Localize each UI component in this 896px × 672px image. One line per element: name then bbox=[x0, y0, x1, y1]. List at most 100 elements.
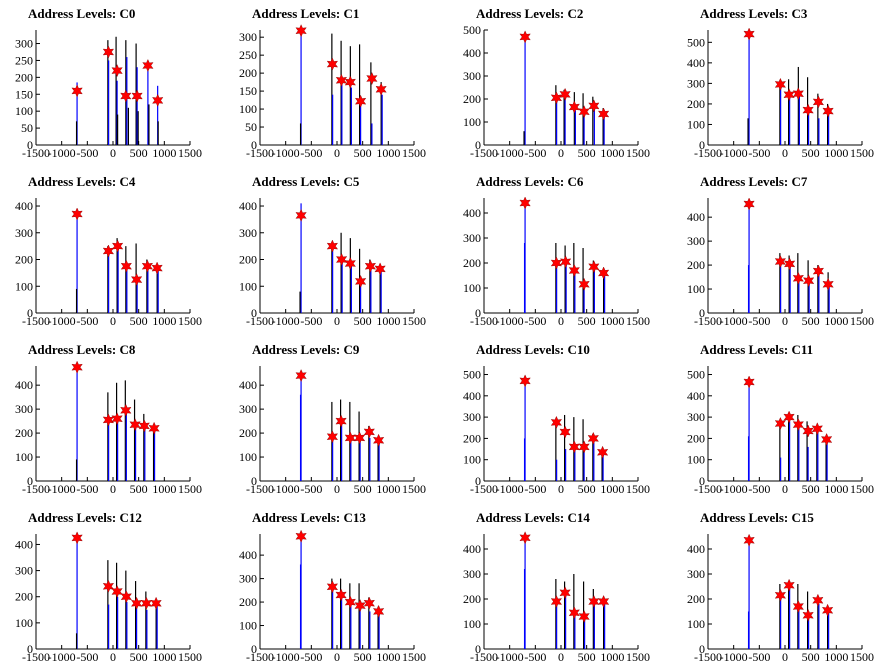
y-tick-label: 150 bbox=[239, 84, 257, 98]
x-tick-label: 1000 bbox=[152, 482, 176, 496]
peak-marker bbox=[131, 89, 143, 103]
peak-marker bbox=[120, 89, 132, 103]
x-tick-label: 0 bbox=[558, 482, 564, 496]
peak-marker bbox=[812, 264, 825, 278]
chart-title: Address Levels: C9 bbox=[252, 342, 360, 357]
y-tick-label: 250 bbox=[15, 53, 33, 67]
peak-marker bbox=[326, 430, 339, 444]
peak-marker bbox=[774, 417, 787, 430]
chart-title: Address Levels: C6 bbox=[476, 174, 584, 189]
y-tick-label: 300 bbox=[15, 37, 33, 51]
chart-svg-2: 0 100 200 300 400 500 -1500-1000 -500 0 500 1000 15… bbox=[463, 23, 650, 160]
peak-marker bbox=[774, 255, 787, 268]
chart-title: Address Levels: C11 bbox=[700, 342, 814, 357]
peak-marker bbox=[140, 596, 153, 610]
chart-panel-0: 0 50 100 150 200 250 300 -1500 -1000 -500 0 500 1000… bbox=[0, 0, 224, 168]
peak-marker bbox=[111, 64, 123, 78]
y-tick-label: 0 bbox=[251, 306, 257, 320]
x-tick-label: 0 bbox=[782, 482, 788, 496]
peak-marker bbox=[295, 529, 307, 543]
y-tick-label: 200 bbox=[463, 256, 481, 270]
y-tick-label: 200 bbox=[687, 97, 705, 111]
peak-marker bbox=[335, 253, 348, 266]
x-tick-label: -500 bbox=[748, 650, 770, 664]
chart-svg-10: 0 100 200 300 400 500 -1500-1000 -500 0 500 1000 15… bbox=[463, 366, 650, 496]
chart-svg-15: 0 100 200 300 400 -1500-1000 -500 0 500 1000 1500 bbox=[687, 533, 874, 664]
peak-marker bbox=[326, 57, 339, 71]
peak-marker bbox=[743, 197, 755, 211]
peak-marker bbox=[344, 75, 356, 89]
peak-marker bbox=[354, 94, 367, 108]
x-tick-label: -500 bbox=[76, 650, 98, 664]
y-tick-label: 400 bbox=[463, 206, 481, 220]
y-tick-label: 400 bbox=[463, 389, 481, 403]
peak-marker bbox=[102, 244, 115, 258]
x-tick-label: 1500 bbox=[626, 482, 650, 496]
peak-marker bbox=[568, 264, 580, 277]
peak-marker bbox=[783, 88, 795, 102]
x-tick-label: 0 bbox=[110, 314, 116, 328]
x-tick-label: -1000 bbox=[48, 482, 76, 496]
y-tick-label: 0 bbox=[699, 138, 705, 152]
y-tick-label: 300 bbox=[239, 226, 257, 240]
peak-marker bbox=[550, 595, 563, 608]
peak-marker bbox=[783, 410, 795, 424]
chart-panel-14: 0 100 200 300 400 -1500 -1000 -500 0 500 1000 1500 A… bbox=[448, 504, 672, 672]
y-tick-label: 300 bbox=[239, 572, 257, 586]
peak-marker bbox=[802, 608, 814, 622]
x-tick-label: 1000 bbox=[376, 650, 400, 664]
peak-marker bbox=[811, 422, 823, 436]
y-tick-label: 400 bbox=[239, 548, 257, 562]
peak-marker bbox=[519, 196, 531, 210]
y-tick-label: 0 bbox=[27, 474, 33, 488]
peak-marker bbox=[111, 412, 123, 426]
x-tick-label: 0 bbox=[558, 314, 564, 328]
chart-panel-11: 0 100 200 300 400 500 -1500 -1000 -500 0 500 1000 15… bbox=[672, 336, 896, 504]
peak-marker bbox=[71, 531, 83, 545]
peak-marker bbox=[326, 239, 339, 253]
x-tick-label: -1000 bbox=[48, 650, 76, 664]
peak-marker bbox=[111, 239, 124, 253]
peak-marker bbox=[550, 91, 563, 105]
peak-marker bbox=[774, 588, 787, 602]
peak-marker bbox=[802, 424, 814, 438]
x-tick-label: 500 bbox=[802, 314, 820, 328]
peak-marker bbox=[597, 266, 610, 280]
x-tick-label: -1000 bbox=[496, 146, 524, 160]
peak-marker bbox=[372, 433, 385, 447]
x-tick-label: 1500 bbox=[850, 146, 874, 160]
chart-svg-12: 0 100 200 300 400 -1500-1000 -500 0 500 1000 1500 bbox=[15, 531, 202, 664]
y-tick-label: 0 bbox=[699, 642, 705, 656]
x-tick-label: -1500 bbox=[694, 314, 722, 328]
x-tick-label: 1000 bbox=[824, 146, 848, 160]
peak-marker bbox=[578, 277, 590, 291]
x-tick-label: 1500 bbox=[626, 650, 650, 664]
x-tick-label: 500 bbox=[802, 146, 820, 160]
peak-marker bbox=[102, 45, 115, 59]
y-tick-label: 200 bbox=[15, 590, 33, 604]
y-tick-label: 500 bbox=[687, 35, 705, 49]
peak-marker bbox=[588, 595, 600, 608]
peak-marker bbox=[821, 603, 834, 617]
x-tick-label: -500 bbox=[524, 482, 546, 496]
peak-marker bbox=[550, 256, 563, 270]
x-tick-label: 1000 bbox=[600, 314, 624, 328]
peak-marker bbox=[363, 425, 375, 439]
x-tick-label: 1500 bbox=[626, 146, 650, 160]
x-tick-label: -1000 bbox=[496, 482, 524, 496]
x-tick-label: -1000 bbox=[720, 650, 748, 664]
peak-marker bbox=[743, 533, 755, 547]
y-tick-label: 400 bbox=[687, 210, 705, 224]
chart-panel-5: 0 100 200 300 400 -1500 -1000 -500 0 500 1000 1500 A… bbox=[224, 168, 448, 336]
peak-marker bbox=[743, 27, 755, 41]
y-tick-label: 400 bbox=[15, 199, 33, 213]
x-tick-label: -500 bbox=[300, 314, 322, 328]
y-tick-label: 100 bbox=[463, 453, 481, 467]
y-tick-label: 200 bbox=[239, 595, 257, 609]
x-tick-label: 0 bbox=[782, 650, 788, 664]
peak-marker bbox=[151, 261, 163, 275]
peak-marker bbox=[792, 600, 804, 613]
peak-marker bbox=[71, 207, 83, 221]
x-tick-label: -1000 bbox=[272, 650, 300, 664]
peak-marker bbox=[353, 431, 366, 445]
